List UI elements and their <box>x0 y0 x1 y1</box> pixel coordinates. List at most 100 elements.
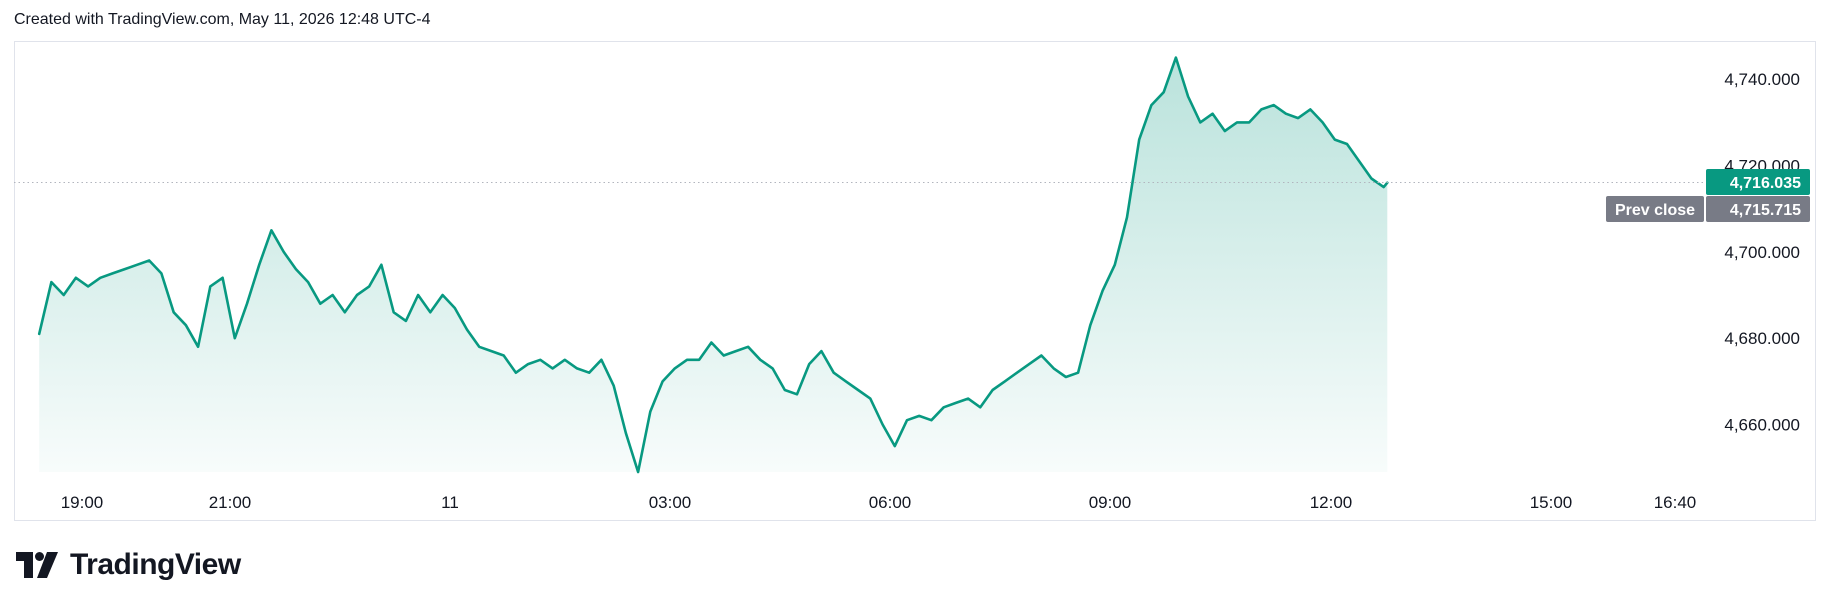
price-tags: 4,716.035 Prev close 4,715.715 <box>1606 169 1810 222</box>
data-point <box>1126 216 1129 219</box>
data-point <box>955 402 958 405</box>
data-point <box>759 359 762 362</box>
data-point <box>1285 112 1288 115</box>
data-point <box>1150 104 1153 107</box>
data-point <box>881 423 884 426</box>
data-point <box>331 294 334 297</box>
data-point <box>515 371 518 374</box>
data-point <box>75 277 78 280</box>
data-point <box>735 350 738 353</box>
data-point <box>698 359 701 362</box>
data-point <box>551 367 554 370</box>
data-point <box>906 419 909 422</box>
x-tick-label: 19:00 <box>61 493 104 512</box>
prev-close-value-tag <box>1706 196 1810 222</box>
data-point <box>1175 56 1178 59</box>
data-point <box>1309 108 1312 111</box>
data-point <box>674 367 677 370</box>
data-point <box>942 406 945 409</box>
y-tick-label: 4,660.000 <box>1724 416 1800 435</box>
data-point <box>295 268 298 271</box>
data-point <box>1065 376 1068 379</box>
data-point <box>1211 112 1214 115</box>
plot-border <box>14 41 1816 521</box>
data-point <box>1272 104 1275 107</box>
data-point <box>1004 380 1007 383</box>
data-point <box>1016 371 1019 374</box>
data-point <box>588 371 591 374</box>
data-point <box>894 445 897 448</box>
data-point <box>209 285 212 288</box>
data-point <box>307 281 310 284</box>
data-point <box>1077 371 1080 374</box>
data-point <box>1187 95 1190 98</box>
data-point <box>62 294 65 297</box>
data-point <box>1321 121 1324 124</box>
area-fill <box>39 57 1388 472</box>
y-axis: 4,660.0004,680.0004,700.0004,720.0004,74… <box>1724 70 1800 434</box>
data-point <box>857 389 860 392</box>
data-point <box>405 320 408 323</box>
prev-close-tag <box>1606 196 1704 222</box>
data-point <box>380 264 383 267</box>
data-point <box>649 410 652 413</box>
data-point <box>136 264 139 267</box>
x-axis: 19:00 21:00 11 03:00 06:00 09:00 12:00 15:00 16:… <box>61 493 1697 512</box>
data-point <box>234 337 237 340</box>
data-point <box>429 311 432 314</box>
data-point <box>1260 108 1263 111</box>
tradingview-logo[interactable]: TradingView <box>16 548 241 582</box>
tradingview-wordmark: TradingView <box>70 548 241 581</box>
data-point <box>930 419 933 422</box>
data-point <box>661 380 664 383</box>
last-price-tag <box>1706 169 1810 195</box>
data-point <box>99 277 102 280</box>
data-point <box>148 259 151 262</box>
x-tick-label: 15:00 <box>1530 493 1573 512</box>
data-point <box>710 341 713 344</box>
data-point <box>368 285 371 288</box>
data-point <box>771 367 774 370</box>
data-point <box>490 350 493 353</box>
data-point <box>832 371 835 374</box>
data-point <box>1370 177 1373 180</box>
data-point <box>246 302 249 305</box>
data-point <box>612 384 615 387</box>
data-point <box>527 363 530 366</box>
data-point <box>466 328 469 331</box>
data-point <box>111 272 114 275</box>
x-tick-label: 12:00 <box>1310 493 1353 512</box>
data-point <box>417 294 420 297</box>
data-point <box>1199 121 1202 124</box>
chart-header: Created with TradingView.com, May 11, 20… <box>14 11 431 28</box>
data-point <box>319 302 322 305</box>
data-point <box>845 380 848 383</box>
data-point <box>1382 186 1385 189</box>
data-point <box>344 311 347 314</box>
area-fill-layer <box>39 57 1388 472</box>
price-line <box>37 56 1389 474</box>
data-point <box>1028 363 1031 366</box>
data-point <box>637 471 640 474</box>
data-point <box>478 346 481 349</box>
data-point <box>1138 138 1141 141</box>
data-point <box>160 272 163 275</box>
y-tick-label: 4,680.000 <box>1724 329 1800 348</box>
data-point <box>967 397 970 400</box>
data-point <box>600 359 603 362</box>
data-point <box>576 367 579 370</box>
data-point <box>1114 264 1117 267</box>
y-tick-label: 4,740.000 <box>1724 70 1800 89</box>
data-point <box>1162 91 1165 94</box>
data-point <box>185 324 188 327</box>
y-tick-label: 4,700.000 <box>1724 243 1800 262</box>
data-point <box>1052 367 1055 370</box>
data-point <box>564 359 567 362</box>
data-point <box>1236 121 1239 124</box>
data-point <box>1358 160 1361 163</box>
x-tick-label: 06:00 <box>869 493 912 512</box>
data-point <box>1346 143 1349 146</box>
data-point <box>1089 324 1092 327</box>
data-point <box>784 389 787 392</box>
